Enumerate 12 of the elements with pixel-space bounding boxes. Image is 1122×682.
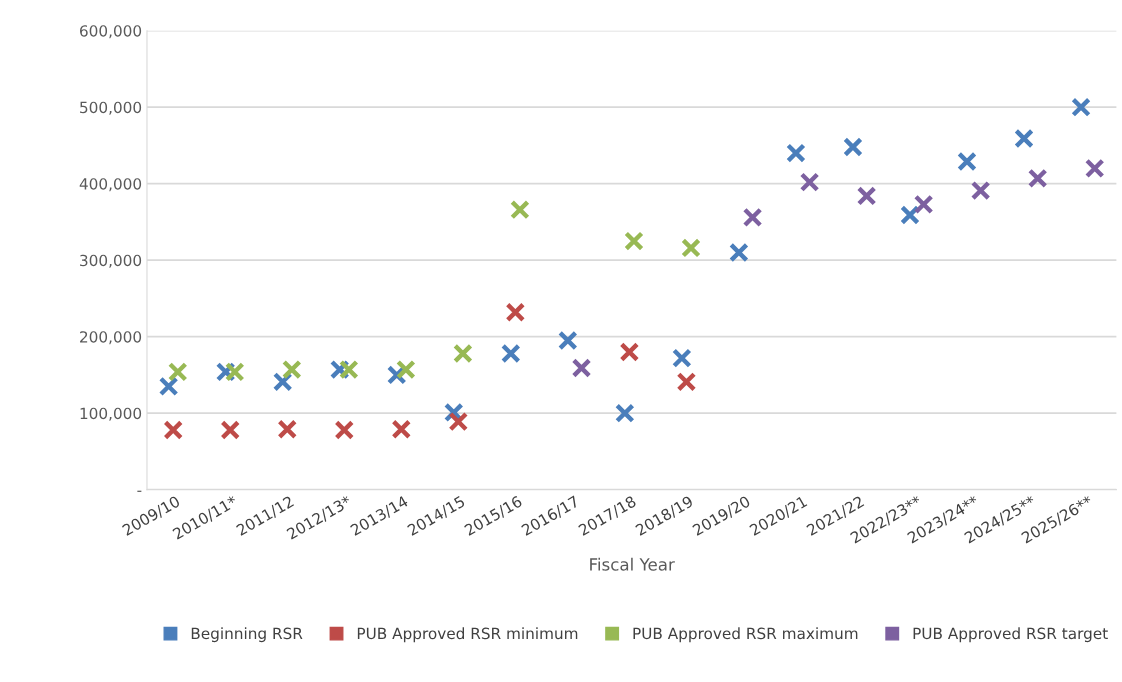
y-tick-label: - <box>137 490 142 492</box>
legend-label: PUB Approved RSR maximum <box>633 627 858 643</box>
x-axis-title: Fiscal Year <box>590 557 675 571</box>
y-tick-label: 600,000 <box>80 25 142 39</box>
y-tick-label: 500,000 <box>80 101 142 115</box>
legend-label: Beginning RSR <box>191 627 303 643</box>
y-tick-label: 300,000 <box>80 254 142 268</box>
legend-label: PUB Approved RSR target <box>913 627 1108 643</box>
y-tick-label: 400,000 <box>79 178 142 192</box>
y-tick-label: 200,000 <box>80 331 142 345</box>
legend-label: PUB Approved RSR minimum <box>357 627 578 643</box>
y-tick-label: 100,000 <box>80 407 142 421</box>
